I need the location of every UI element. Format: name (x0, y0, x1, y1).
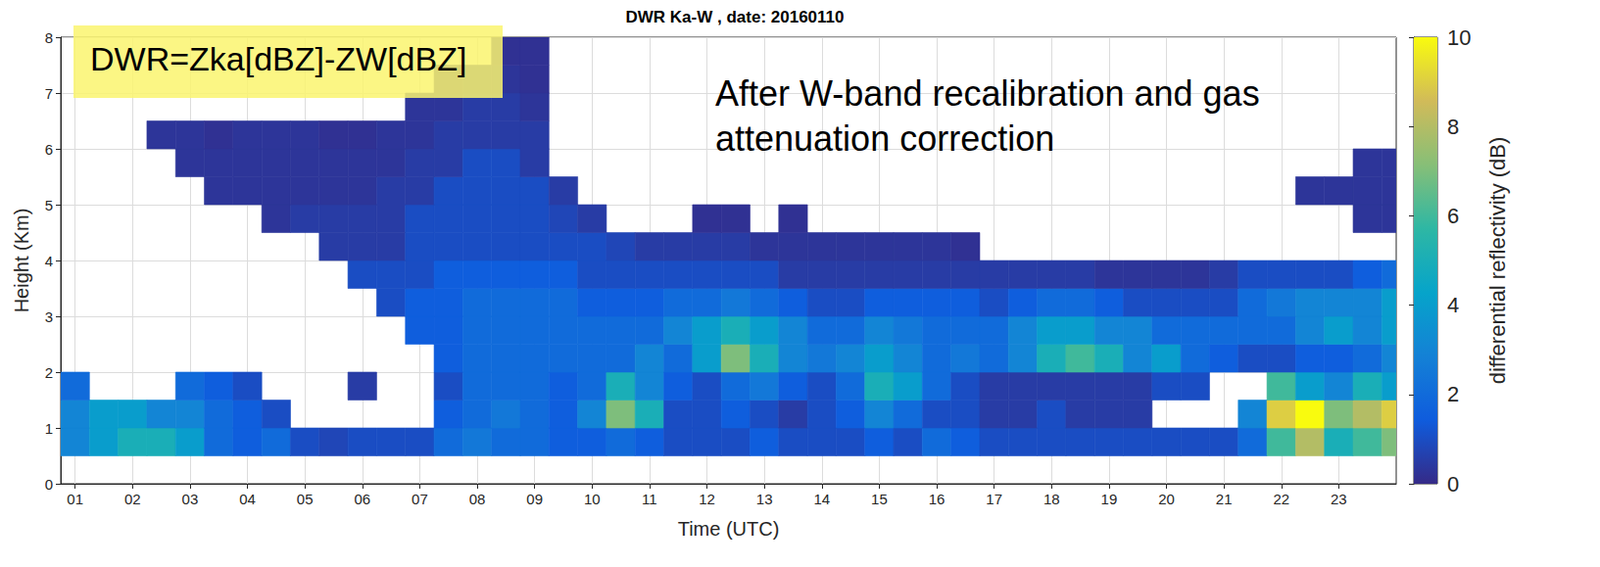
svg-text:10: 10 (583, 490, 601, 508)
svg-text:06: 06 (353, 490, 371, 508)
svg-text:15: 15 (871, 490, 888, 508)
svg-text:09: 09 (526, 490, 543, 508)
svg-text:05: 05 (296, 490, 314, 508)
svg-text:DWR Ka-W , date: 20160110: DWR Ka-W , date: 20160110 (626, 7, 845, 27)
svg-text:Height (Km): Height (Km) (10, 208, 33, 314)
svg-text:8: 8 (45, 29, 53, 47)
svg-text:5: 5 (45, 196, 53, 214)
svg-text:attenuation correction: attenuation correction (715, 118, 1055, 159)
svg-text:4: 4 (45, 252, 53, 270)
svg-text:6: 6 (45, 141, 53, 158)
svg-text:1: 1 (45, 420, 53, 437)
svg-text:0: 0 (45, 476, 53, 493)
svg-text:23: 23 (1330, 490, 1348, 508)
svg-text:08: 08 (469, 490, 486, 508)
svg-text:11: 11 (641, 490, 658, 508)
svg-text:02: 02 (124, 490, 142, 508)
svg-text:14: 14 (813, 490, 830, 508)
svg-text:DWR=Zka[dBZ]-ZW[dBZ]: DWR=Zka[dBZ]-ZW[dBZ] (90, 40, 467, 78)
svg-text:07: 07 (411, 490, 429, 508)
svg-text:After W-band recalibration and: After W-band recalibration and gas (715, 73, 1270, 114)
svg-text:21: 21 (1215, 490, 1233, 508)
svg-text:Time (UTC): Time (UTC) (678, 518, 780, 540)
svg-text:2: 2 (45, 364, 53, 382)
svg-text:differential reflectivity (dB): differential reflectivity (dB) (1485, 137, 1510, 386)
svg-text:3: 3 (45, 308, 53, 326)
svg-text:10: 10 (1447, 25, 1471, 50)
svg-text:4: 4 (1447, 292, 1459, 318)
svg-text:2: 2 (1447, 382, 1459, 407)
svg-text:8: 8 (1447, 114, 1459, 140)
svg-text:16: 16 (928, 490, 946, 508)
svg-text:20: 20 (1158, 490, 1175, 508)
svg-text:04: 04 (239, 490, 256, 508)
svg-text:17: 17 (985, 490, 1003, 508)
svg-text:7: 7 (45, 85, 53, 102)
svg-text:01: 01 (66, 490, 84, 508)
svg-text:0: 0 (1447, 472, 1459, 497)
svg-text:18: 18 (1043, 490, 1061, 508)
svg-text:03: 03 (182, 490, 199, 508)
svg-text:12: 12 (698, 490, 716, 508)
svg-text:19: 19 (1101, 490, 1118, 508)
svg-text:13: 13 (756, 490, 774, 508)
svg-text:22: 22 (1272, 490, 1290, 508)
svg-text:6: 6 (1447, 203, 1459, 229)
